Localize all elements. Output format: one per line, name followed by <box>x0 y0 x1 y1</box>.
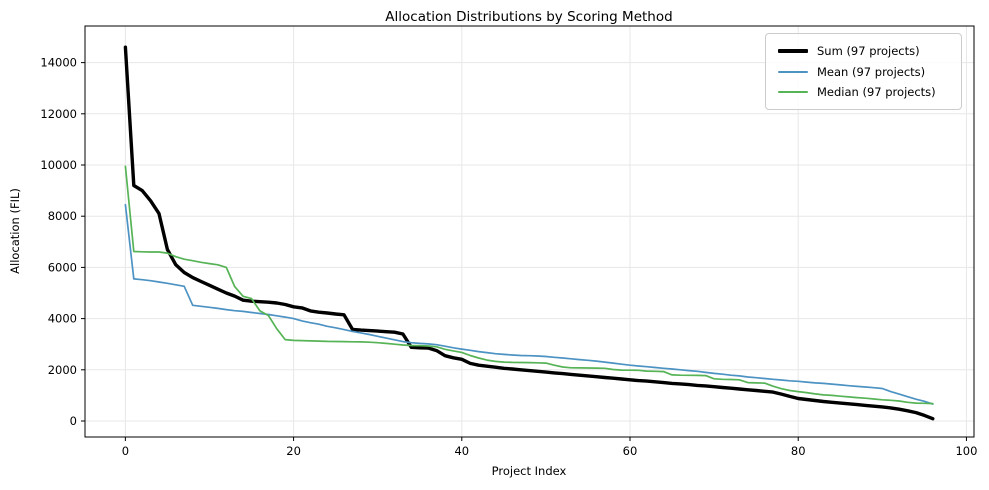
sum-line-swatch <box>778 49 808 53</box>
series-line-median <box>124 165 934 405</box>
median-line-swatch <box>778 91 808 93</box>
tick-label-y: 12000 <box>40 107 77 121</box>
tick-label-y: 6000 <box>48 260 77 274</box>
chart-legend: Sum (97 projects) Mean (97 projects) Med… <box>765 33 962 110</box>
legend-item-mean: Mean (97 projects) <box>778 62 951 82</box>
series-line-sum <box>123 45 935 421</box>
tick-label-x: 100 <box>955 444 977 458</box>
legend-label-median: Median (97 projects) <box>817 85 936 99</box>
line-layer <box>123 45 935 421</box>
legend-label-sum: Sum (97 projects) <box>817 44 920 58</box>
tick-label-y: 0 <box>70 414 77 428</box>
y-axis-label: Allocation (FIL) <box>8 188 22 274</box>
tick-label-y: 2000 <box>48 363 77 377</box>
tick-layer: 0 20 40 60 80 100 0 2000 4000 6000 8000 10000 12000 1… <box>40 56 977 458</box>
legend-item-sum: Sum (97 projects) <box>778 41 951 61</box>
tick-label-y: 8000 <box>48 209 77 223</box>
mean-line-swatch <box>778 70 808 73</box>
x-axis-label: Project Index <box>492 464 567 478</box>
tick-label-y: 4000 <box>48 312 77 326</box>
tick-label-x: 60 <box>623 444 638 458</box>
plot-border <box>84 25 975 438</box>
legend-label-mean: Mean (97 projects) <box>817 64 926 79</box>
tick-label-y: 14000 <box>40 56 77 70</box>
tick-label-x: 40 <box>454 444 469 458</box>
tick-label-x: 20 <box>286 444 301 458</box>
legend-item-median: Median (97 projects) <box>778 82 951 102</box>
tick-label-y: 10000 <box>40 158 77 172</box>
chart-title: Allocation Distributions by Scoring Meth… <box>385 9 672 25</box>
tick-label-x: 0 <box>122 444 129 458</box>
tick-label-x: 80 <box>791 444 806 458</box>
series-line-mean <box>124 203 934 405</box>
